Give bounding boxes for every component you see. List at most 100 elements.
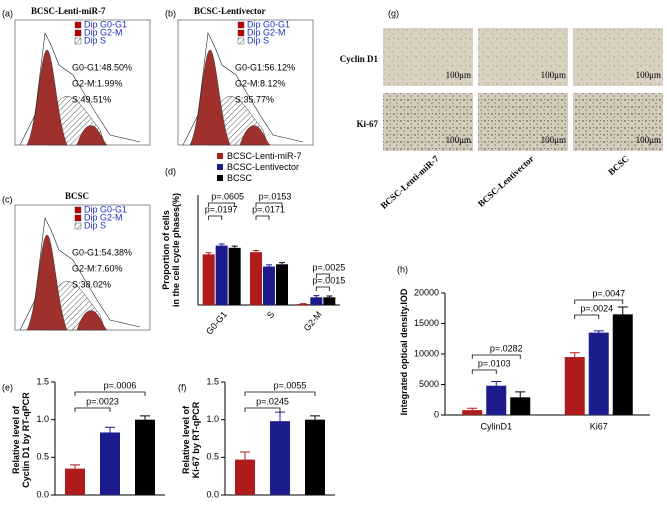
- p-value: p=.0103: [478, 358, 511, 368]
- dip-g0g1: [26, 49, 68, 146]
- p-value: p=.0197: [205, 204, 238, 214]
- legend-swatch: [74, 21, 82, 29]
- bar: [510, 397, 531, 415]
- legend-label: Dip S: [84, 35, 106, 45]
- legend-swatch: [237, 21, 245, 29]
- error-bar: [253, 250, 259, 253]
- p-value: p=.0055: [274, 380, 307, 390]
- p-value: p=.0171: [252, 204, 285, 214]
- error-bar: [279, 262, 285, 265]
- y-tick-label: 1.5: [206, 376, 219, 386]
- bar: [310, 297, 323, 305]
- legend-label: Dip G2-M: [247, 27, 286, 37]
- histogram-stat: G0-G1:56.12%: [235, 62, 295, 72]
- panel-label: (f): [178, 382, 187, 392]
- histogram-outline: [19, 216, 141, 331]
- bar: [250, 252, 262, 305]
- histogram-outline: [19, 31, 141, 146]
- error-bar: [218, 243, 225, 246]
- legend-swatch: [74, 214, 82, 222]
- p-value: p=.0015: [312, 275, 345, 285]
- bar: [228, 247, 241, 305]
- bar: [65, 468, 85, 495]
- p-value: p=.0605: [211, 191, 244, 201]
- error-bar: [205, 252, 212, 255]
- histogram-stat: G2-M:1.99%: [72, 78, 123, 88]
- error-bar: [275, 411, 285, 422]
- column-label: BCSC: [606, 154, 631, 178]
- legend-label: Dip G0-G1: [84, 204, 127, 214]
- dip-g0g1: [26, 234, 68, 331]
- histogram-title: BCSC-Lentivector: [194, 6, 266, 16]
- y-axis-label: Relative level ofKi-67 by RT-qPCR: [181, 401, 201, 478]
- bar: [323, 297, 336, 305]
- bar: [305, 419, 325, 495]
- y-axis-label: Integrated optical density.IOD: [399, 288, 409, 415]
- dip-g2m: [239, 125, 271, 146]
- histogram-stat: G0-G1:54.38%: [72, 247, 132, 257]
- p-value: p=.0047: [592, 288, 625, 298]
- micrograph: [573, 28, 663, 86]
- micrograph: [383, 93, 473, 151]
- error-bar: [266, 264, 272, 267]
- bar: [263, 266, 275, 305]
- error-bar: [105, 426, 115, 433]
- x-tick-label: Ki67: [590, 421, 608, 431]
- error-bar: [313, 295, 320, 298]
- bar: [135, 419, 155, 495]
- scale-label: 100μm: [446, 70, 471, 80]
- histogram-title: BCSC: [65, 191, 89, 201]
- y-tick-label: 1.0: [36, 414, 49, 424]
- significance-bracket: [74, 407, 111, 412]
- y-tick-label: 15000: [414, 318, 439, 328]
- significance-bracket: [574, 314, 600, 319]
- error-bar: [617, 306, 628, 315]
- histogram-outline: [182, 31, 304, 146]
- significance-bracket: [471, 354, 521, 359]
- significance-bracket: [208, 202, 236, 207]
- bar: [270, 421, 290, 495]
- legend-swatch: [74, 206, 82, 214]
- column-label: BCSC-Lentivector: [476, 154, 536, 209]
- bar: [564, 357, 585, 415]
- error-bar: [310, 415, 320, 420]
- legend-swatch: [237, 37, 245, 45]
- scale-label: 100μm: [636, 70, 661, 80]
- error-bar: [491, 380, 502, 386]
- error-bar: [231, 245, 238, 248]
- y-tick-label: 0.0: [36, 489, 49, 499]
- bar: [276, 264, 288, 305]
- legend-label: Dip G0-G1: [84, 19, 127, 29]
- legend-label: BCSC: [227, 173, 253, 183]
- bar: [297, 303, 310, 305]
- legend-swatch: [217, 153, 223, 159]
- y-tick-label: 1.0: [206, 414, 219, 424]
- panel-label: (a): [2, 8, 13, 18]
- x-tick-label: G2-M: [302, 309, 324, 333]
- row-label: Ki-67: [357, 119, 379, 129]
- histogram-stat: S:49.51%: [72, 94, 111, 104]
- panel-label: (c): [2, 194, 13, 204]
- error-bar: [593, 330, 604, 333]
- y-tick-label: 5000: [419, 379, 439, 389]
- error-bar: [70, 464, 80, 469]
- legend-label: Dip G2-M: [84, 212, 123, 222]
- x-tick-label: G0-G1: [204, 309, 229, 336]
- error-bar: [240, 451, 250, 460]
- legend-label: Dip G2-M: [84, 27, 123, 37]
- p-value: p=.0023: [86, 396, 119, 406]
- bar: [202, 254, 215, 305]
- micrograph: [478, 28, 568, 86]
- scale-label: 100μm: [636, 135, 661, 145]
- histogram-stat: G2-M:7.60%: [72, 263, 123, 273]
- scale-label: 100μm: [446, 135, 471, 145]
- micrograph: [383, 28, 473, 86]
- dip-g2m: [76, 125, 108, 146]
- x-tick-label: CylinD1: [480, 421, 512, 431]
- error-bar: [326, 295, 333, 298]
- y-tick-label: 0.5: [206, 452, 219, 462]
- histogram-stat: G0-G1:48.50%: [72, 62, 132, 72]
- error-bar: [140, 415, 150, 420]
- scale-label: 100μm: [541, 135, 566, 145]
- bar: [486, 385, 507, 415]
